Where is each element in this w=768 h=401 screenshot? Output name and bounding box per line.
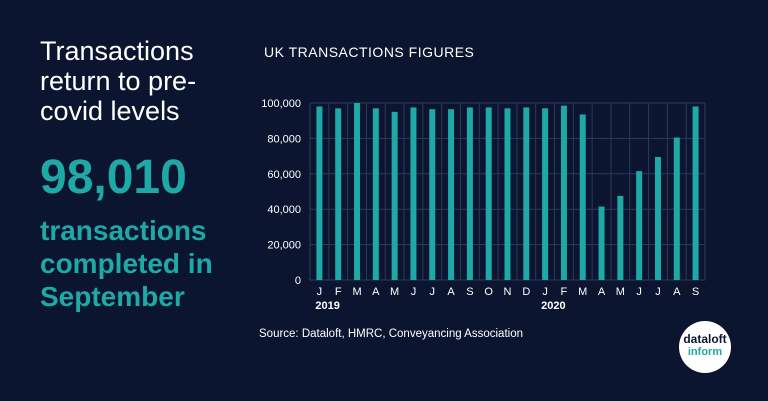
x-tick-label: F [335, 286, 342, 298]
bar [673, 137, 680, 280]
bar [579, 114, 586, 280]
year-label: 2019 [315, 300, 339, 312]
y-tick-label: 60,000 [267, 169, 301, 181]
y-tick-label: 20,000 [267, 240, 301, 252]
x-tick-label: F [561, 286, 568, 298]
x-tick-label: M [616, 286, 625, 298]
source-note: Source: Dataloft, HMRC, Conveyancing Ass… [259, 328, 523, 340]
bar [316, 106, 323, 280]
x-tick-label: M [390, 286, 399, 298]
bar [354, 103, 361, 280]
y-tick-label: 100,000 [261, 98, 301, 110]
bar [410, 107, 417, 280]
x-tick-label: J [636, 286, 642, 298]
bar [485, 107, 492, 280]
logo-line1: dataloft [683, 332, 727, 346]
x-tick-label: S [466, 286, 473, 298]
logo-line2: inform [687, 346, 723, 358]
bar [391, 111, 398, 280]
bar [448, 109, 455, 280]
x-tick-label: O [484, 286, 493, 298]
bar [654, 156, 661, 280]
bar [692, 106, 699, 280]
x-tick-label: D [522, 286, 530, 298]
y-tick-label: 0 [295, 275, 301, 287]
y-tick-label: 80,000 [267, 133, 301, 145]
bar [636, 171, 643, 280]
highlight-caption: transactions completed in September [40, 215, 213, 312]
highlight-value: 98,010 [40, 151, 187, 204]
chart-title: UK TRANSACTIONS FIGURES [264, 44, 475, 60]
bar [372, 108, 379, 280]
x-tick-label: J [430, 286, 436, 298]
x-tick-label: M [352, 286, 361, 298]
year-label: 2020 [541, 300, 565, 312]
x-tick-label: A [598, 286, 606, 298]
bar [523, 107, 530, 280]
x-tick-label: A [447, 286, 455, 298]
x-tick-label: A [372, 286, 380, 298]
bar [504, 108, 511, 280]
x-tick-label: J [317, 286, 323, 298]
x-tick-label: A [673, 286, 681, 298]
x-tick-label: J [655, 286, 661, 298]
x-tick-label: M [578, 286, 587, 298]
bar [617, 195, 624, 280]
bar [429, 109, 436, 280]
bar [560, 105, 567, 280]
bar [466, 107, 473, 280]
x-tick-label: S [692, 286, 699, 298]
bar [542, 108, 549, 280]
bar [598, 206, 605, 280]
bar [335, 108, 342, 280]
x-tick-label: J [542, 286, 548, 298]
x-tick-label: N [504, 286, 512, 298]
dataloft-logo: dataloft inform [679, 321, 731, 373]
headline: Transactions return to pre-covid levels [40, 36, 197, 126]
y-tick-label: 40,000 [267, 204, 301, 216]
x-tick-label: J [411, 286, 417, 298]
